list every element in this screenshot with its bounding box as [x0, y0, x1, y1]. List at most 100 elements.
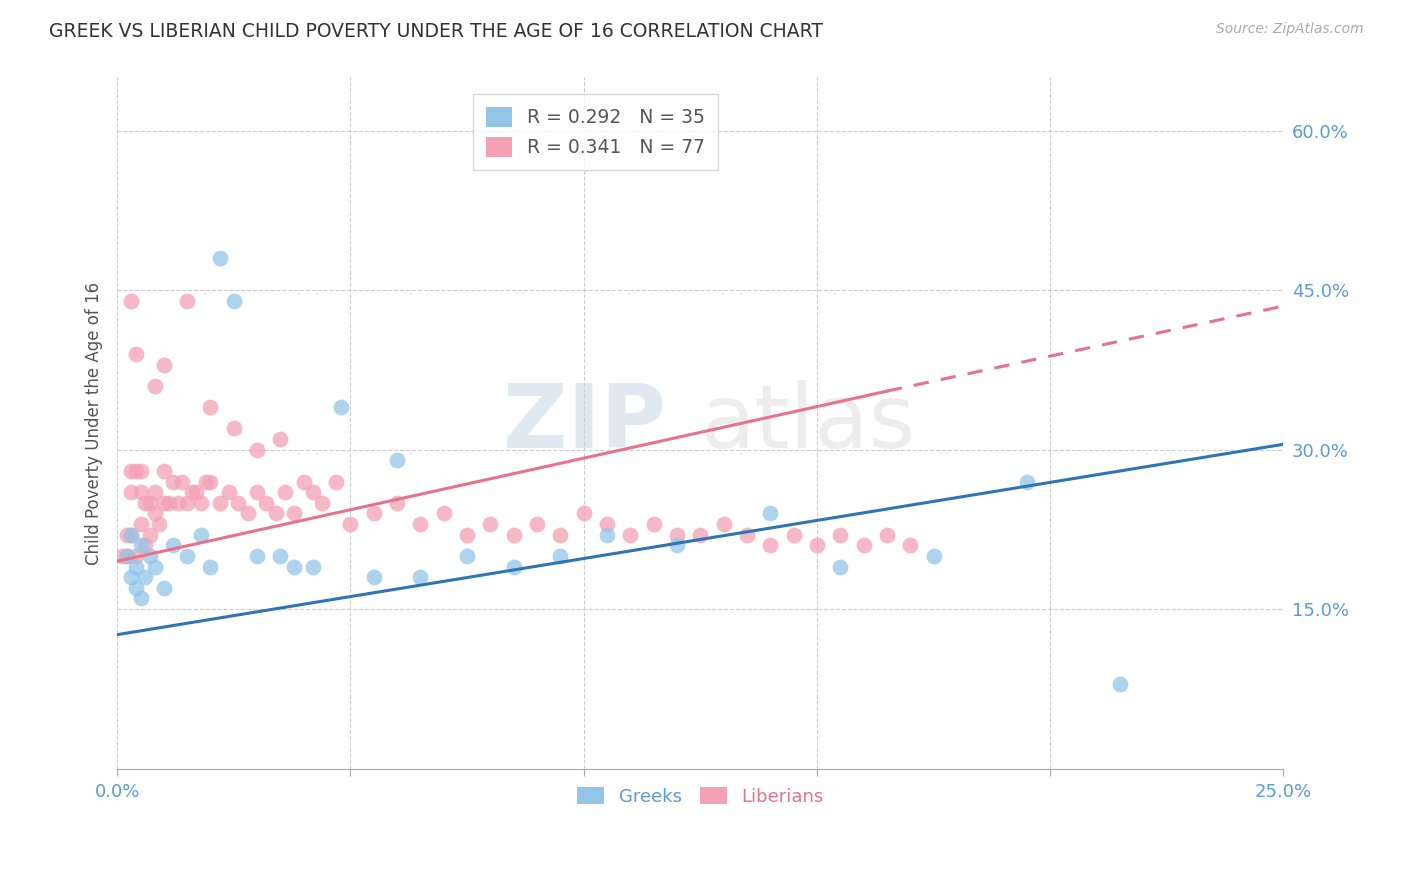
Point	[200, 400, 222, 414]
Point	[526, 517, 548, 532]
Point	[283, 507, 305, 521]
Point	[143, 507, 166, 521]
Point	[246, 549, 269, 563]
Point	[269, 432, 291, 446]
Point	[120, 527, 142, 541]
Point	[153, 496, 176, 510]
Point	[176, 293, 198, 308]
Point	[115, 549, 138, 563]
Point	[120, 485, 142, 500]
Point	[363, 507, 385, 521]
Point	[876, 527, 898, 541]
Point	[898, 538, 921, 552]
Point	[311, 496, 333, 510]
Point	[302, 485, 325, 500]
Point	[139, 496, 162, 510]
Point	[125, 464, 148, 478]
Point	[208, 496, 231, 510]
Point	[176, 496, 198, 510]
Point	[222, 421, 245, 435]
Point	[330, 400, 353, 414]
Point	[129, 538, 152, 552]
Point	[325, 475, 347, 489]
Point	[166, 496, 188, 510]
Point	[713, 517, 735, 532]
Point	[120, 527, 142, 541]
Point	[111, 549, 134, 563]
Point	[550, 527, 572, 541]
Point	[208, 251, 231, 265]
Y-axis label: Child Poverty Under the Age of 16: Child Poverty Under the Age of 16	[86, 282, 103, 565]
Point	[385, 496, 408, 510]
Point	[830, 559, 852, 574]
Point	[200, 475, 222, 489]
Point	[385, 453, 408, 467]
Point	[274, 485, 297, 500]
Point	[153, 581, 176, 595]
Point	[269, 549, 291, 563]
Point	[200, 559, 222, 574]
Point	[125, 347, 148, 361]
Point	[129, 464, 152, 478]
Point	[125, 549, 148, 563]
Point	[120, 464, 142, 478]
Point	[302, 559, 325, 574]
Point	[115, 549, 138, 563]
Point	[922, 549, 945, 563]
Point	[433, 507, 456, 521]
Text: GREEK VS LIBERIAN CHILD POVERTY UNDER THE AGE OF 16 CORRELATION CHART: GREEK VS LIBERIAN CHILD POVERTY UNDER TH…	[49, 22, 823, 41]
Text: Source: ZipAtlas.com: Source: ZipAtlas.com	[1216, 22, 1364, 37]
Point	[256, 496, 278, 510]
Point	[572, 507, 595, 521]
Point	[409, 570, 432, 584]
Point	[502, 559, 524, 574]
Point	[363, 570, 385, 584]
Point	[134, 496, 156, 510]
Point	[339, 517, 361, 532]
Point	[228, 496, 250, 510]
Point	[186, 485, 208, 500]
Point	[665, 527, 688, 541]
Point	[550, 549, 572, 563]
Point	[143, 379, 166, 393]
Point	[139, 527, 162, 541]
Point	[190, 527, 212, 541]
Point	[143, 559, 166, 574]
Point	[129, 485, 152, 500]
Point	[125, 559, 148, 574]
Point	[502, 527, 524, 541]
Point	[479, 517, 502, 532]
Point	[153, 464, 176, 478]
Point	[830, 527, 852, 541]
Point	[246, 485, 269, 500]
Point	[596, 527, 619, 541]
Point	[782, 527, 804, 541]
Point	[665, 538, 688, 552]
Legend: Greeks, Liberians: Greeks, Liberians	[568, 778, 832, 815]
Point	[735, 527, 758, 541]
Point	[283, 559, 305, 574]
Point	[264, 507, 287, 521]
Point	[190, 496, 212, 510]
Point	[148, 517, 170, 532]
Point	[689, 527, 711, 541]
Point	[172, 475, 194, 489]
Point	[759, 507, 782, 521]
Point	[194, 475, 217, 489]
Point	[596, 517, 619, 532]
Point	[456, 549, 478, 563]
Point	[153, 358, 176, 372]
Point	[852, 538, 875, 552]
Point	[143, 485, 166, 500]
Point	[218, 485, 240, 500]
Point	[129, 517, 152, 532]
Point	[236, 507, 259, 521]
Point	[806, 538, 828, 552]
Point	[643, 517, 665, 532]
Point	[139, 549, 162, 563]
Point	[125, 581, 148, 595]
Point	[120, 570, 142, 584]
Point	[176, 549, 198, 563]
Point	[456, 527, 478, 541]
Point	[157, 496, 180, 510]
